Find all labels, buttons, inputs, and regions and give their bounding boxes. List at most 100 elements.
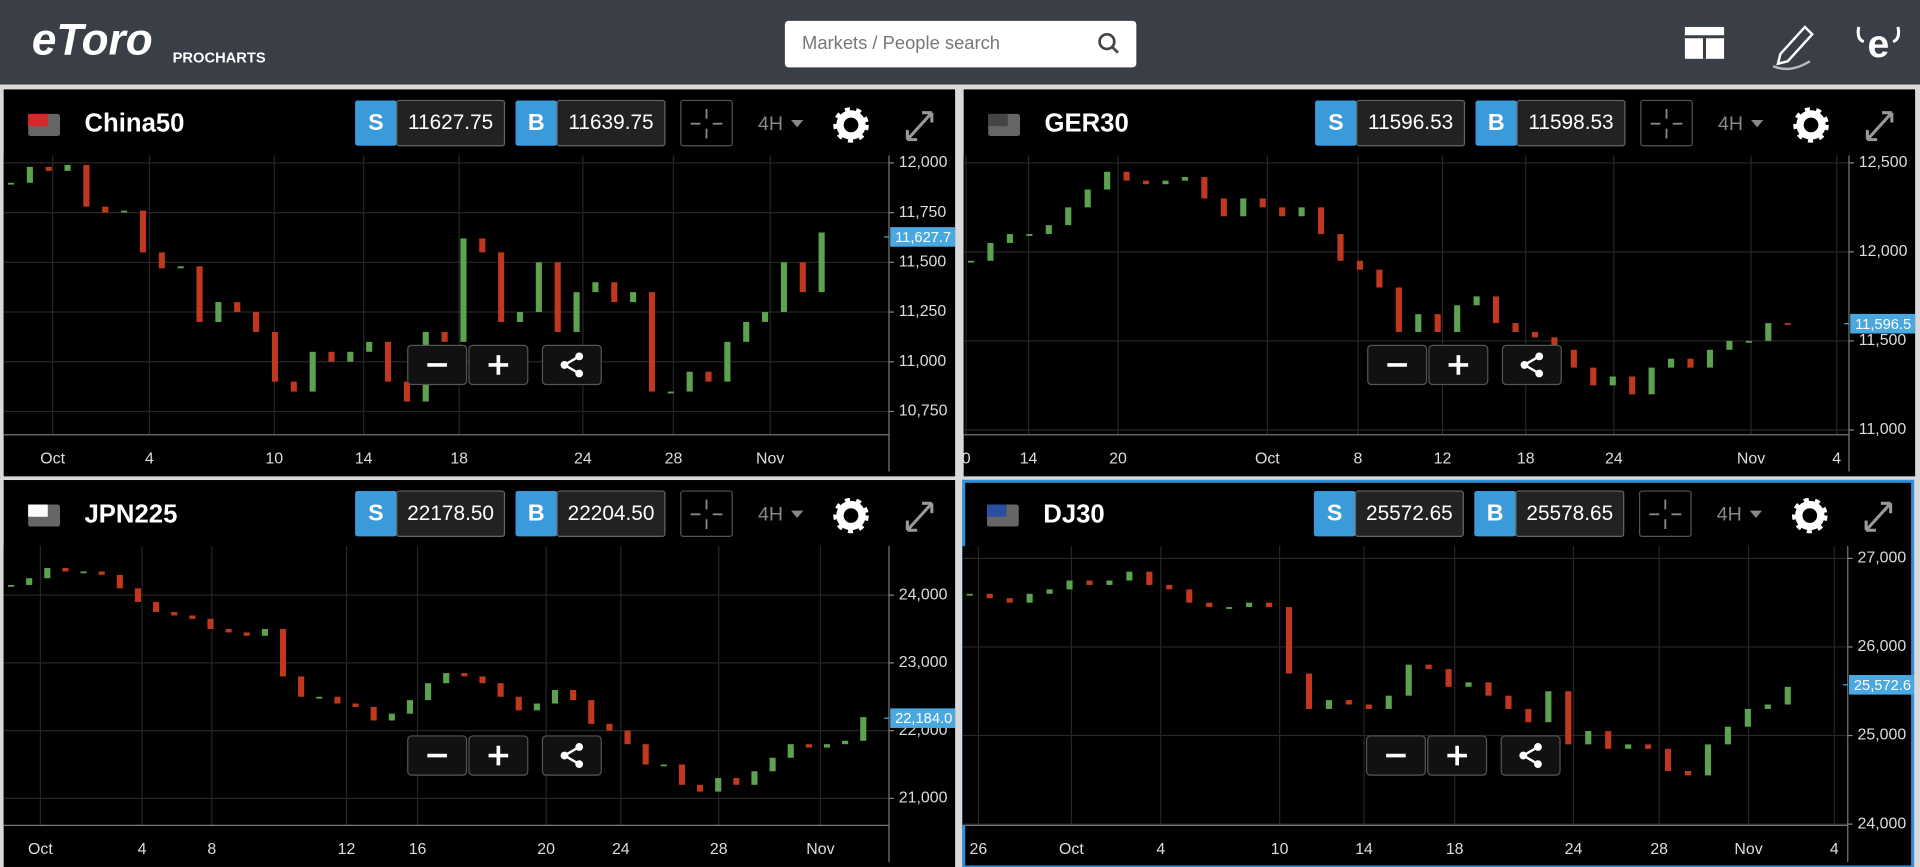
- settings-icon-teeth[interactable]: [833, 497, 869, 534]
- sell-price-box[interactable]: [1354, 490, 1464, 537]
- instrument-name[interactable]: GER30: [1044, 110, 1128, 138]
- candle: [388, 713, 395, 721]
- layout-icon[interactable]: [1684, 26, 1725, 59]
- settings-icon-teeth[interactable]: [833, 107, 869, 143]
- buy-price[interactable]: 11598.53: [1528, 111, 1613, 134]
- instrument-name[interactable]: China50: [84, 110, 184, 138]
- zoom-in-icon[interactable]: [1447, 745, 1467, 766]
- timeframe-caret[interactable]: [1749, 510, 1763, 518]
- timeframe[interactable]: 4H: [1717, 504, 1742, 526]
- share-icon-dot[interactable]: [575, 369, 584, 378]
- buy-label[interactable]: B: [1487, 499, 1504, 525]
- candle: [818, 232, 825, 293]
- timeframe-caret[interactable]: [791, 510, 804, 518]
- sell-button[interactable]: [1315, 100, 1357, 146]
- buy-price-box[interactable]: [1516, 99, 1626, 147]
- sell-button[interactable]: [355, 491, 397, 537]
- expand-icon[interactable]: [905, 111, 934, 142]
- sell-label[interactable]: S: [368, 109, 384, 135]
- share-icon-dot[interactable]: [1520, 361, 1529, 369]
- x-tick-label: Nov: [756, 450, 784, 467]
- sell-button[interactable]: [355, 100, 397, 146]
- settings-icon[interactable]: [1795, 500, 1825, 531]
- x-tick-label: 16: [409, 841, 427, 858]
- sell-price-box[interactable]: [396, 490, 506, 537]
- expand-icon[interactable]: [1864, 501, 1893, 532]
- settings-icon[interactable]: [836, 500, 866, 531]
- zoom-in-icon[interactable]: [1448, 355, 1469, 375]
- sell-price[interactable]: 11596.53: [1368, 111, 1453, 134]
- share-button[interactable]: [1501, 344, 1562, 386]
- buy-button[interactable]: [515, 491, 558, 537]
- candle: [1784, 323, 1791, 325]
- timeframe[interactable]: 4H: [1718, 113, 1743, 135]
- buy-button[interactable]: [515, 100, 558, 146]
- sell-price-box[interactable]: [1356, 99, 1466, 147]
- sell-label[interactable]: S: [1327, 499, 1343, 525]
- sell-button[interactable]: [1313, 491, 1356, 537]
- buy-label[interactable]: B: [528, 109, 545, 135]
- expand-icon[interactable]: [1865, 111, 1894, 142]
- search-icon[interactable]: [1098, 32, 1119, 54]
- sell-label[interactable]: S: [1328, 109, 1344, 135]
- candle: [461, 673, 468, 677]
- buy-button[interactable]: [1474, 491, 1516, 537]
- share-icon-dot[interactable]: [575, 743, 584, 751]
- y-tick-label: 12,000: [1859, 243, 1908, 260]
- timeframe[interactable]: 4H: [758, 504, 783, 526]
- buy-price-box[interactable]: [556, 490, 666, 537]
- share-button[interactable]: [1500, 735, 1561, 776]
- sell-price-box[interactable]: [396, 99, 506, 147]
- crosshair-button[interactable]: [1640, 99, 1693, 147]
- share-icon-dot[interactable]: [1534, 743, 1542, 751]
- crosshair-button[interactable]: [680, 99, 733, 147]
- settings-icon-teeth[interactable]: [1793, 107, 1829, 143]
- share-icon-dot[interactable]: [575, 352, 584, 361]
- expand-icon[interactable]: [905, 501, 934, 532]
- draw-icon[interactable]: [1772, 25, 1814, 71]
- share-icon-dot[interactable]: [1535, 369, 1544, 378]
- buy-button[interactable]: [1475, 100, 1518, 146]
- candle: [1106, 580, 1113, 585]
- share-icon-dot[interactable]: [1519, 751, 1528, 760]
- candle: [1454, 305, 1461, 332]
- sell-price[interactable]: 22178.50: [407, 502, 494, 525]
- search-placeholder[interactable]: Markets / People search: [802, 32, 1000, 53]
- settings-icon[interactable]: [836, 110, 866, 140]
- share-button[interactable]: [541, 735, 602, 776]
- settings-icon-teeth[interactable]: [1792, 497, 1828, 534]
- candle: [45, 166, 52, 171]
- share-button[interactable]: [541, 344, 602, 386]
- sell-price[interactable]: 25572.65: [1366, 502, 1453, 525]
- timeframe[interactable]: 4H: [758, 113, 783, 135]
- share-icon-dot[interactable]: [1535, 352, 1544, 361]
- crosshair-button[interactable]: [1638, 490, 1692, 537]
- buy-price-box[interactable]: [556, 99, 666, 147]
- timeframe-caret[interactable]: [791, 120, 804, 128]
- zoom-in-icon[interactable]: [488, 355, 509, 375]
- search-box[interactable]: [784, 20, 1137, 68]
- sell-label[interactable]: S: [368, 499, 384, 525]
- candle: [1365, 704, 1372, 709]
- share-icon-dot[interactable]: [560, 361, 569, 369]
- buy-price[interactable]: 11639.75: [568, 111, 653, 134]
- instrument-name[interactable]: DJ30: [1043, 500, 1104, 528]
- share-icon-dot[interactable]: [1534, 760, 1542, 769]
- sell-price[interactable]: 11627.75: [408, 111, 493, 134]
- candle: [1265, 602, 1273, 608]
- profile-icon[interactable]: e: [1856, 23, 1901, 66]
- share-icon-dot[interactable]: [575, 760, 584, 769]
- buy-price-box[interactable]: [1515, 490, 1625, 537]
- crosshair-button[interactable]: [680, 490, 733, 537]
- timeframe-caret[interactable]: [1751, 120, 1764, 128]
- instrument-name[interactable]: JPN225: [84, 500, 177, 528]
- logo[interactable]: eToro: [32, 16, 153, 65]
- buy-label[interactable]: B: [528, 499, 545, 525]
- buy-price[interactable]: 25578.65: [1526, 502, 1613, 525]
- buy-price[interactable]: 22204.50: [568, 502, 655, 525]
- buy-label[interactable]: B: [1488, 109, 1505, 135]
- zoom-in-icon[interactable]: [488, 745, 509, 766]
- share-icon-dot[interactable]: [560, 751, 569, 760]
- candle: [1026, 234, 1033, 236]
- settings-icon[interactable]: [1796, 110, 1826, 140]
